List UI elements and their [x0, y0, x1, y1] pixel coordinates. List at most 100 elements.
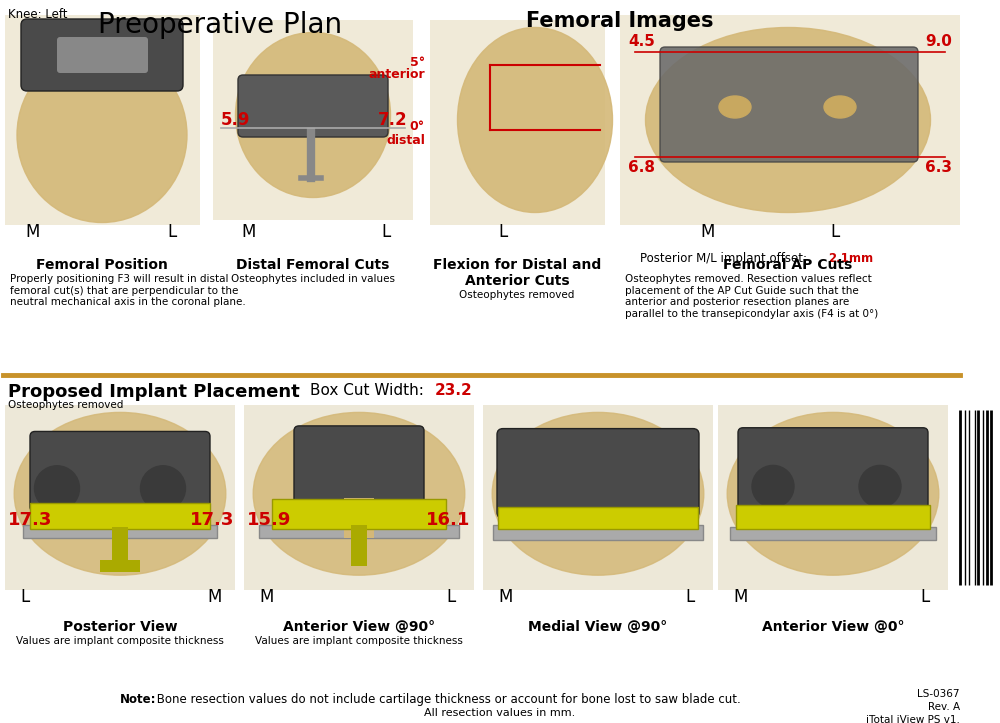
Bar: [244, 405, 474, 590]
Text: Posterior View: Posterior View: [63, 620, 177, 634]
Text: Knee: Left: Knee: Left: [8, 8, 68, 21]
Text: Values are implant composite thickness: Values are implant composite thickness: [16, 636, 224, 646]
FancyBboxPatch shape: [738, 428, 928, 512]
Text: 16.1: 16.1: [426, 510, 470, 529]
Text: 15.9: 15.9: [247, 510, 291, 529]
Text: Osteophytes removed: Osteophytes removed: [8, 400, 123, 410]
FancyBboxPatch shape: [660, 47, 918, 162]
Ellipse shape: [140, 466, 186, 510]
Text: 2.1mm: 2.1mm: [828, 252, 873, 265]
Text: M: M: [733, 588, 747, 606]
Text: 0°: 0°: [410, 121, 425, 134]
Bar: [736, 505, 930, 529]
Text: Rev. A: Rev. A: [928, 702, 960, 712]
Text: 7.2: 7.2: [378, 111, 408, 129]
Text: 4.5: 4.5: [628, 35, 655, 49]
Text: Medial View @90°: Medial View @90°: [528, 620, 668, 634]
Bar: [5, 405, 235, 590]
Text: 6.3: 6.3: [925, 160, 952, 174]
Ellipse shape: [253, 412, 465, 576]
Bar: [730, 527, 936, 540]
Bar: [30, 503, 210, 529]
Bar: [112, 527, 128, 564]
Text: L: L: [20, 588, 29, 606]
Ellipse shape: [34, 466, 80, 510]
Bar: [718, 405, 948, 590]
Text: Proposed Implant Placement: Proposed Implant Placement: [8, 383, 300, 401]
Text: Properly positioning F3 will result in distal
femoral cut(s) that are perpendicu: Properly positioning F3 will result in d…: [10, 274, 246, 307]
Text: iTotal iView PS v1.: iTotal iView PS v1.: [866, 715, 960, 723]
Text: Values are implant composite thickness: Values are implant composite thickness: [255, 636, 463, 646]
Bar: [100, 560, 140, 571]
Text: Osteophytes removed: Osteophytes removed: [459, 290, 575, 300]
Bar: [272, 500, 446, 529]
Bar: [493, 525, 703, 540]
Text: Distal Femoral Cuts: Distal Femoral Cuts: [236, 258, 390, 272]
Text: Preoperative Plan: Preoperative Plan: [98, 11, 342, 39]
Text: M: M: [498, 588, 512, 606]
Bar: [498, 507, 698, 529]
FancyBboxPatch shape: [57, 37, 148, 73]
Text: Anterior View @90°: Anterior View @90°: [283, 620, 435, 634]
Text: All resection values in mm.: All resection values in mm.: [424, 708, 576, 718]
Text: Bone resection values do not include cartilage thickness or account for bone los: Bone resection values do not include car…: [153, 693, 741, 706]
Text: Flexion for Distal and
Anterior Cuts: Flexion for Distal and Anterior Cuts: [433, 258, 601, 288]
Ellipse shape: [727, 412, 939, 576]
Text: L: L: [167, 223, 176, 241]
Ellipse shape: [646, 27, 930, 213]
Ellipse shape: [492, 412, 704, 576]
Text: Osteophytes included in values: Osteophytes included in values: [231, 274, 395, 284]
Text: Femoral Position: Femoral Position: [36, 258, 168, 272]
Ellipse shape: [752, 466, 794, 508]
Text: 6.8: 6.8: [628, 160, 655, 174]
Text: 23.2: 23.2: [435, 383, 473, 398]
Text: M: M: [25, 223, 39, 241]
Ellipse shape: [719, 96, 751, 118]
Text: Femoral Images: Femoral Images: [526, 11, 714, 31]
Ellipse shape: [859, 466, 901, 508]
FancyBboxPatch shape: [21, 19, 183, 91]
Ellipse shape: [458, 27, 612, 213]
Text: M: M: [241, 223, 255, 241]
Bar: [620, 15, 960, 225]
Text: M: M: [700, 223, 714, 241]
Text: Posterior M/L implant offset:: Posterior M/L implant offset:: [640, 252, 807, 265]
Text: Osteophytes removed. Resection values reflect
placement of the AP Cut Guide such: Osteophytes removed. Resection values re…: [625, 274, 878, 319]
FancyBboxPatch shape: [30, 432, 210, 512]
Bar: [351, 525, 367, 566]
FancyBboxPatch shape: [238, 75, 388, 137]
FancyBboxPatch shape: [497, 429, 699, 518]
Text: L: L: [830, 223, 839, 241]
Text: 17.3: 17.3: [8, 510, 52, 529]
Bar: [483, 405, 713, 590]
Text: L: L: [498, 223, 507, 241]
Text: anterior: anterior: [368, 69, 425, 82]
Text: distal: distal: [386, 134, 425, 147]
Text: L: L: [685, 588, 694, 606]
Text: L: L: [381, 223, 390, 241]
FancyBboxPatch shape: [294, 426, 424, 506]
Text: Box Cut Width:: Box Cut Width:: [310, 383, 424, 398]
Bar: [5, 15, 200, 225]
Ellipse shape: [236, 33, 390, 197]
Text: Anterior View @0°: Anterior View @0°: [762, 620, 904, 634]
Bar: [23, 525, 217, 538]
Text: Femoral AP Cuts: Femoral AP Cuts: [723, 258, 853, 272]
Text: LS-0367: LS-0367: [918, 689, 960, 699]
Text: L: L: [446, 588, 455, 606]
Text: 9.0: 9.0: [925, 35, 952, 49]
Ellipse shape: [17, 48, 187, 223]
Bar: [259, 525, 459, 538]
Text: 5.9: 5.9: [221, 111, 250, 129]
Bar: [430, 20, 605, 225]
Text: M: M: [207, 588, 221, 606]
Text: Note:: Note:: [120, 693, 156, 706]
Text: L: L: [920, 588, 929, 606]
Ellipse shape: [14, 412, 226, 576]
Bar: [213, 20, 413, 220]
Text: 5°: 5°: [410, 56, 425, 69]
Bar: [344, 497, 374, 538]
Text: M: M: [259, 588, 273, 606]
Ellipse shape: [824, 96, 856, 118]
Text: 17.3: 17.3: [190, 510, 234, 529]
